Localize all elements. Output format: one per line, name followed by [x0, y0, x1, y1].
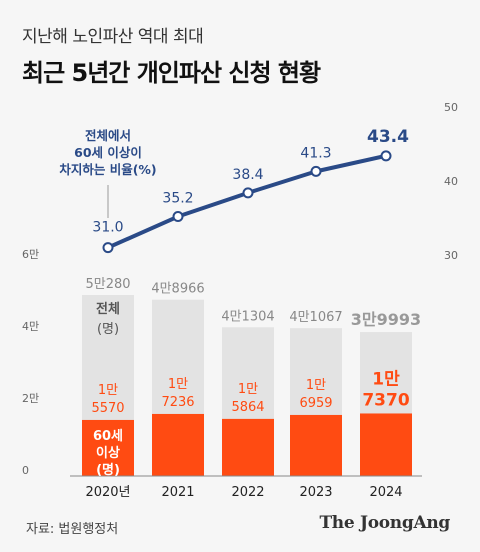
right-axis-tick-label: 30 — [444, 249, 458, 262]
senior-value-label: 7370 — [362, 390, 409, 410]
brand-logo: The JoongAng — [319, 513, 450, 533]
senior-value-label: 7236 — [161, 395, 194, 410]
total-box-label: (명) — [97, 322, 119, 337]
category-tick-label: 2021 — [161, 485, 194, 500]
total-value-label: 3만9993 — [351, 310, 421, 329]
senior-bar — [360, 413, 412, 476]
senior-bar — [152, 413, 204, 476]
category-tick-label: 2020년 — [85, 485, 130, 500]
total-value-label: 4만8966 — [151, 282, 204, 297]
senior-bar — [222, 418, 274, 476]
ratio-annotation: 차지하는 비율(%) — [59, 162, 156, 177]
senior-bar — [290, 414, 342, 476]
left-axis-tick-label: 2만 — [22, 392, 39, 405]
senior-value-label: 6959 — [299, 396, 332, 411]
ratio-annotation: 60세 이상이 — [74, 145, 142, 160]
senior-value-label: 1만 — [306, 378, 326, 393]
ratio-point — [102, 242, 114, 254]
senior-box-label: 이상 — [96, 445, 120, 461]
senior-value-label: 5864 — [231, 400, 264, 415]
senior-value-label: 1만 — [168, 377, 188, 392]
right-axis-tick-label: 50 — [444, 101, 458, 114]
total-value-label: 5만280 — [85, 277, 130, 292]
senior-value-label: 5570 — [91, 401, 124, 416]
total-value-label: 4만1304 — [221, 309, 274, 324]
ratio-point — [172, 211, 184, 223]
ratio-point — [380, 150, 392, 162]
ratio-value-label: 41.3 — [300, 145, 331, 161]
ratio-value-label: 38.4 — [232, 167, 263, 183]
senior-value-label: 1만 — [98, 383, 118, 398]
chart-header: 지난해 노인파산 역대 최대 최근 5년간 개인파산 신청 현황 — [22, 22, 321, 88]
ratio-value-label: 43.4 — [367, 127, 409, 147]
senior-value-label: 1만 — [238, 382, 258, 397]
senior-box-label: (명) — [96, 462, 120, 478]
senior-value-label: 1만 — [372, 369, 400, 389]
category-tick-label: 2024 — [369, 485, 402, 500]
ratio-point — [310, 165, 322, 177]
ratio-point — [242, 187, 254, 199]
total-value-label: 4만1067 — [289, 310, 342, 325]
source-note: 자료: 법원행정처 — [26, 522, 119, 537]
chart-title: 최근 5년간 개인파산 신청 현황 — [22, 59, 321, 87]
chart-subtitle: 지난해 노인파산 역대 최대 — [22, 27, 204, 47]
ratio-annotation: 전체에서 — [85, 128, 131, 143]
total-box-label: 전체 — [96, 301, 120, 317]
ratio-value-label: 31.0 — [92, 220, 123, 236]
left-axis-tick-label: 6만 — [22, 248, 39, 261]
category-tick-label: 2023 — [299, 485, 332, 500]
senior-bar — [82, 419, 134, 476]
ratio-value-label: 35.2 — [162, 191, 193, 207]
left-axis-tick-label: 4만 — [22, 320, 39, 333]
category-tick-label: 2022 — [231, 485, 264, 500]
right-axis-tick-label: 40 — [444, 175, 458, 188]
senior-box-label: 60세 — [93, 429, 123, 444]
left-axis-tick-label: 0 — [22, 464, 29, 477]
